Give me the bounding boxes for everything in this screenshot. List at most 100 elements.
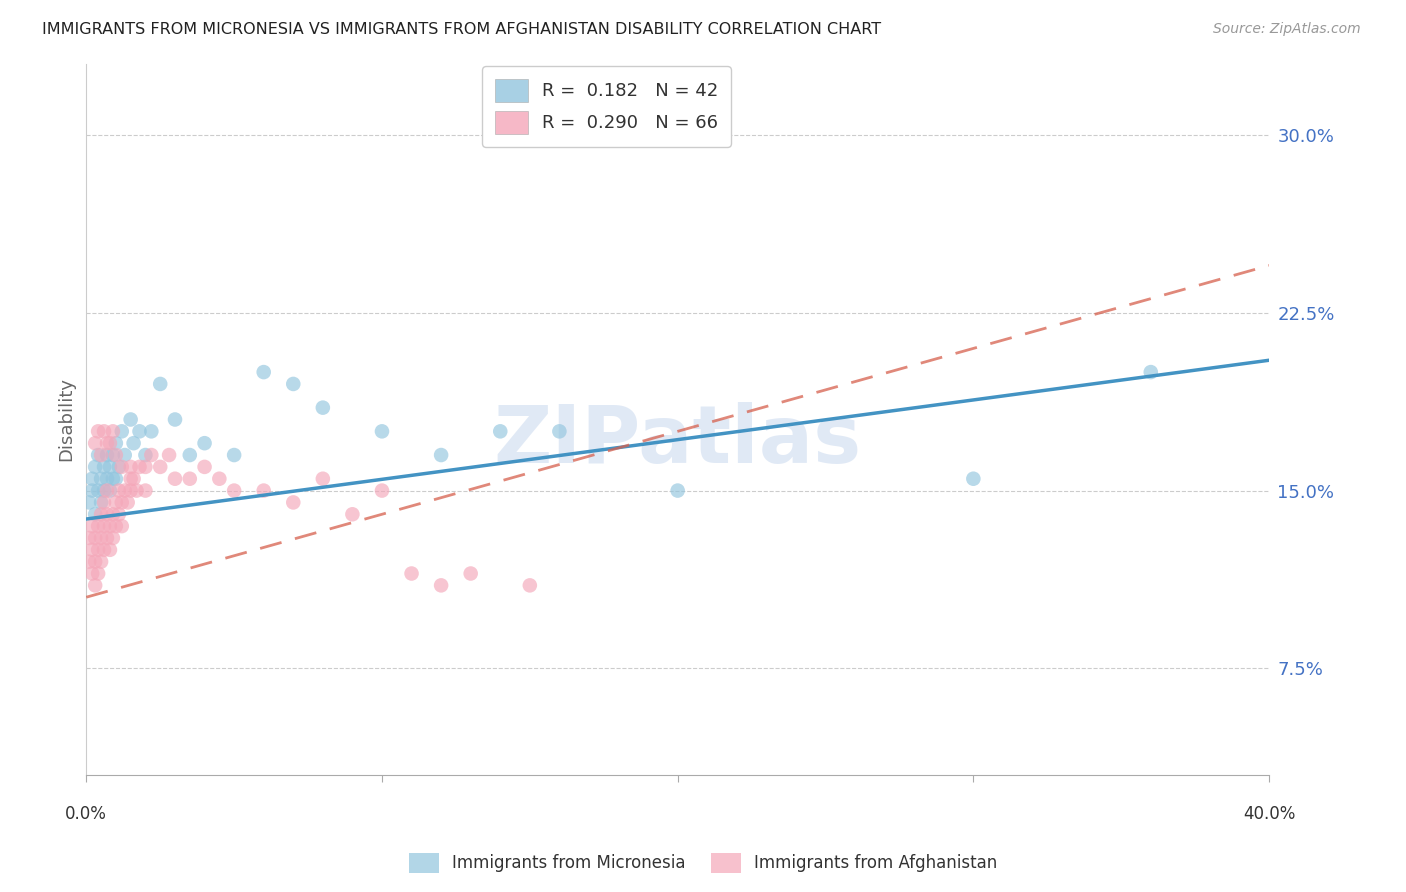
Point <box>283 376 305 391</box>
Point <box>224 483 246 498</box>
Point <box>96 531 118 545</box>
Point <box>120 483 142 498</box>
Point <box>134 459 156 474</box>
Point <box>90 495 112 509</box>
Point <box>489 425 512 439</box>
Point <box>120 459 142 474</box>
Point <box>125 483 148 498</box>
Point <box>90 555 112 569</box>
Point <box>117 495 139 509</box>
Point <box>87 483 110 498</box>
Point <box>104 448 127 462</box>
Point <box>82 483 104 498</box>
Point <box>401 566 423 581</box>
Point <box>87 425 110 439</box>
Point <box>157 448 180 462</box>
Point <box>128 425 150 439</box>
Point <box>93 459 115 474</box>
Y-axis label: Disability: Disability <box>58 377 75 461</box>
Point <box>93 425 115 439</box>
Point <box>193 436 215 450</box>
Point <box>163 412 186 426</box>
Text: 0.0%: 0.0% <box>65 805 107 823</box>
Point <box>87 566 110 581</box>
Point <box>120 472 142 486</box>
Point <box>128 459 150 474</box>
Point <box>666 483 689 498</box>
Point <box>84 508 107 522</box>
Point <box>104 472 127 486</box>
Text: ZIPatlas: ZIPatlas <box>494 401 862 480</box>
Point <box>122 436 145 450</box>
Point <box>120 412 142 426</box>
Point <box>253 483 276 498</box>
Legend: Immigrants from Micronesia, Immigrants from Afghanistan: Immigrants from Micronesia, Immigrants f… <box>402 847 1004 880</box>
Point <box>101 472 124 486</box>
Point <box>114 483 136 498</box>
Point <box>96 508 118 522</box>
Point <box>430 578 453 592</box>
Point <box>149 459 172 474</box>
Point <box>149 376 172 391</box>
Point <box>141 448 163 462</box>
Point <box>163 472 186 486</box>
Point <box>82 472 104 486</box>
Point <box>84 555 107 569</box>
Point <box>111 459 134 474</box>
Point <box>98 436 121 450</box>
Point <box>90 508 112 522</box>
Point <box>77 531 100 545</box>
Point <box>253 365 276 379</box>
Point <box>90 472 112 486</box>
Point <box>342 508 364 522</box>
Point <box>98 519 121 533</box>
Point <box>98 483 121 498</box>
Point <box>548 425 571 439</box>
Point <box>84 436 107 450</box>
Point <box>96 448 118 462</box>
Point <box>101 531 124 545</box>
Point <box>84 531 107 545</box>
Legend: R =  0.182   N = 42, R =  0.290   N = 66: R = 0.182 N = 42, R = 0.290 N = 66 <box>482 66 731 146</box>
Point <box>90 448 112 462</box>
Point <box>108 459 131 474</box>
Point <box>179 472 201 486</box>
Point <box>84 578 107 592</box>
Point <box>104 519 127 533</box>
Text: 40.0%: 40.0% <box>1243 805 1295 823</box>
Point <box>193 459 215 474</box>
Point <box>93 495 115 509</box>
Point <box>283 495 305 509</box>
Point <box>77 495 100 509</box>
Point <box>114 448 136 462</box>
Point <box>77 555 100 569</box>
Point <box>87 542 110 557</box>
Point <box>96 436 118 450</box>
Point <box>82 542 104 557</box>
Point <box>134 483 156 498</box>
Point <box>460 566 482 581</box>
Point <box>98 459 121 474</box>
Point <box>93 542 115 557</box>
Point <box>82 519 104 533</box>
Point <box>96 483 118 498</box>
Point <box>87 519 110 533</box>
Point <box>208 472 231 486</box>
Point <box>82 566 104 581</box>
Point <box>104 495 127 509</box>
Point <box>371 425 394 439</box>
Point <box>90 531 112 545</box>
Point <box>104 436 127 450</box>
Text: Source: ZipAtlas.com: Source: ZipAtlas.com <box>1213 22 1361 37</box>
Point <box>101 425 124 439</box>
Point <box>87 448 110 462</box>
Point <box>98 542 121 557</box>
Text: IMMIGRANTS FROM MICRONESIA VS IMMIGRANTS FROM AFGHANISTAN DISABILITY CORRELATION: IMMIGRANTS FROM MICRONESIA VS IMMIGRANTS… <box>42 22 882 37</box>
Point <box>108 508 131 522</box>
Point <box>111 425 134 439</box>
Point <box>84 459 107 474</box>
Point <box>122 472 145 486</box>
Point <box>1139 365 1161 379</box>
Point <box>111 495 134 509</box>
Point <box>179 448 201 462</box>
